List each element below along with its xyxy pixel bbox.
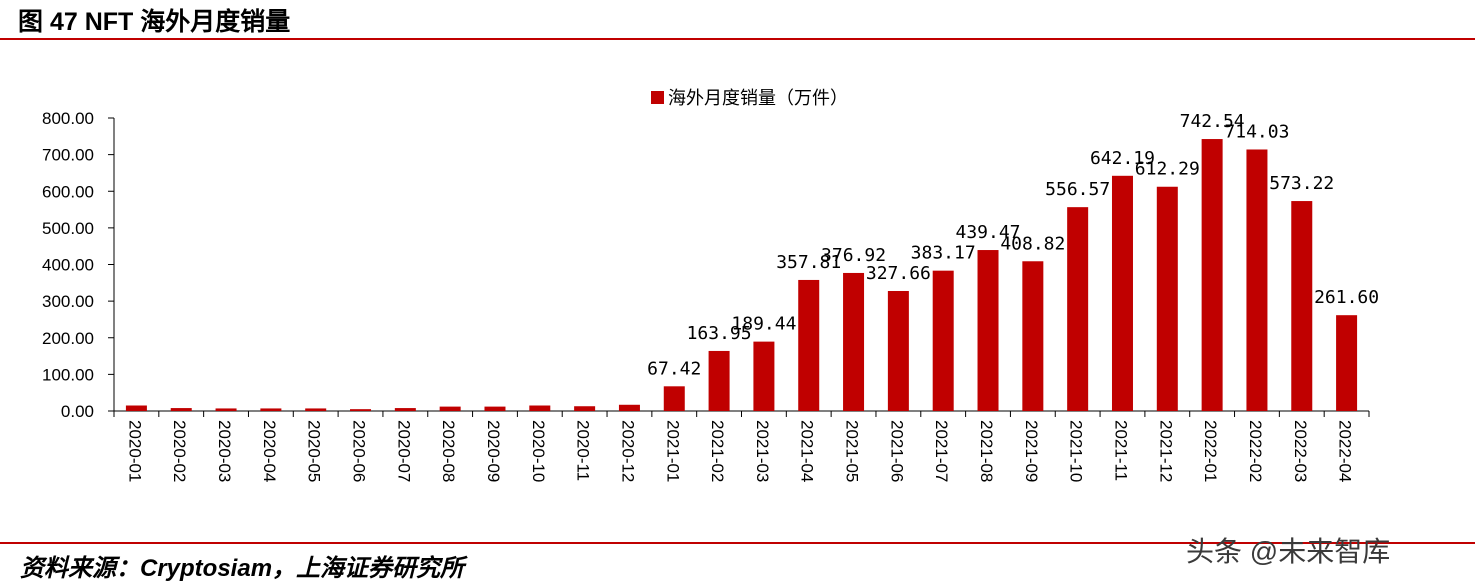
bar bbox=[350, 409, 372, 411]
bar bbox=[932, 270, 954, 411]
y-tick-label: 800.00 bbox=[42, 109, 94, 128]
bar bbox=[753, 341, 775, 411]
x-tick-label: 2020-10 bbox=[529, 420, 548, 482]
y-tick-label: 100.00 bbox=[42, 365, 94, 384]
legend-swatch bbox=[651, 91, 664, 104]
x-tick-label: 2020-12 bbox=[618, 420, 637, 482]
x-tick-label: 2020-11 bbox=[574, 420, 593, 481]
bar bbox=[887, 290, 909, 411]
x-tick-label: 2021-08 bbox=[977, 420, 996, 482]
data-label: 714.03 bbox=[1224, 121, 1289, 142]
bar bbox=[260, 408, 282, 411]
bar bbox=[1156, 186, 1178, 411]
bar bbox=[1291, 201, 1313, 411]
x-tick-label: 2021-11 bbox=[1111, 420, 1130, 481]
x-tick-label: 2020-08 bbox=[439, 420, 458, 482]
bar bbox=[574, 406, 596, 411]
x-tick-label: 2022-01 bbox=[1201, 420, 1220, 482]
bar bbox=[1336, 315, 1358, 411]
x-tick-label: 2021-03 bbox=[753, 420, 772, 482]
data-label: 383.17 bbox=[911, 243, 976, 264]
bar-chart: 海外月度销量（万件） 0.00 100.00 200.00 300.00 400.00 5… bbox=[42, 88, 1379, 482]
legend-label: 海外月度销量（万件） bbox=[668, 88, 848, 109]
data-label: 327.66 bbox=[866, 263, 931, 284]
bar bbox=[305, 408, 327, 411]
bar bbox=[1067, 207, 1089, 411]
data-label: 612.29 bbox=[1135, 159, 1200, 180]
y-tick-label: 600.00 bbox=[42, 182, 94, 201]
title-rule bbox=[0, 38, 1475, 40]
source-note: 资料来源：Cryptosiam，上海证券研究所 bbox=[20, 555, 465, 582]
x-tick-label: 2020-09 bbox=[484, 420, 503, 482]
x-tick-label: 2021-10 bbox=[1067, 420, 1086, 482]
bar bbox=[663, 386, 685, 411]
bar bbox=[215, 408, 237, 411]
x-tick-label: 2020-06 bbox=[350, 420, 369, 482]
x-tick-label: 2022-03 bbox=[1291, 420, 1310, 482]
watermark: 头条 @未来智库 bbox=[1186, 536, 1391, 567]
y-tick-label: 400.00 bbox=[42, 256, 94, 275]
data-label: 742.54 bbox=[1180, 111, 1245, 132]
figure-title: 图 47 NFT 海外月度销量 bbox=[18, 8, 291, 36]
y-tick-label: 500.00 bbox=[42, 219, 94, 238]
bar bbox=[618, 404, 640, 411]
bar bbox=[1022, 261, 1044, 411]
data-label: 642.19 bbox=[1090, 148, 1155, 169]
bar bbox=[529, 405, 551, 411]
data-label: 67.42 bbox=[647, 358, 701, 379]
data-label: 556.57 bbox=[1045, 179, 1110, 200]
x-tick-label: 2022-02 bbox=[1246, 420, 1265, 482]
x-tick-label: 2020-05 bbox=[305, 420, 324, 482]
bars bbox=[125, 139, 1358, 411]
bar bbox=[170, 408, 192, 411]
y-tick-label: 0.00 bbox=[61, 402, 94, 421]
x-tick-label: 2021-05 bbox=[843, 420, 862, 482]
bar bbox=[708, 350, 730, 411]
y-tick-label: 300.00 bbox=[42, 292, 94, 311]
data-label: 439.47 bbox=[956, 222, 1021, 243]
data-label: 261.60 bbox=[1314, 287, 1379, 308]
bar bbox=[798, 279, 820, 411]
x-tick-label: 2020-07 bbox=[394, 420, 413, 482]
bar bbox=[484, 406, 506, 411]
bar bbox=[1111, 175, 1133, 411]
data-label: 189.44 bbox=[731, 314, 796, 335]
x-tick-label: 2020-03 bbox=[215, 420, 234, 482]
bar bbox=[1246, 149, 1268, 411]
bar bbox=[394, 408, 416, 411]
x-tick-label: 2021-12 bbox=[1156, 420, 1175, 482]
x-tick-label: 2021-09 bbox=[1022, 420, 1041, 482]
x-tick-label: 2021-06 bbox=[887, 420, 906, 482]
source-rule bbox=[0, 542, 1475, 544]
bar bbox=[1201, 139, 1223, 411]
x-tick-label: 2020-04 bbox=[260, 420, 279, 482]
x-axis: 2020-01 2020-02 2020-03 2020-04 2020-05 2020-… bbox=[113, 410, 1370, 482]
x-tick-label: 2021-02 bbox=[708, 420, 727, 482]
y-tick-label: 200.00 bbox=[42, 329, 94, 348]
x-tick-label: 2020-02 bbox=[170, 420, 189, 482]
bar bbox=[843, 272, 865, 411]
data-label: 573.22 bbox=[1269, 173, 1334, 194]
bar bbox=[125, 405, 147, 411]
x-tick-label: 2022-04 bbox=[1336, 420, 1355, 482]
legend: 海外月度销量（万件） bbox=[651, 88, 848, 109]
data-label: 357.81 bbox=[776, 252, 841, 273]
bar bbox=[977, 250, 999, 411]
data-label: 163.95 bbox=[687, 323, 752, 344]
data-label: 376.92 bbox=[821, 245, 886, 266]
data-label: 408.82 bbox=[1000, 233, 1065, 254]
x-tick-label: 2021-01 bbox=[663, 420, 682, 482]
bar bbox=[439, 406, 461, 411]
x-tick-label: 2021-07 bbox=[932, 420, 951, 482]
x-tick-label: 2020-01 bbox=[125, 420, 144, 482]
x-tick-label: 2021-04 bbox=[798, 420, 817, 482]
y-axis: 0.00 100.00 200.00 300.00 400.00 500.00 600.00… bbox=[42, 109, 115, 421]
y-tick-label: 700.00 bbox=[42, 146, 94, 165]
